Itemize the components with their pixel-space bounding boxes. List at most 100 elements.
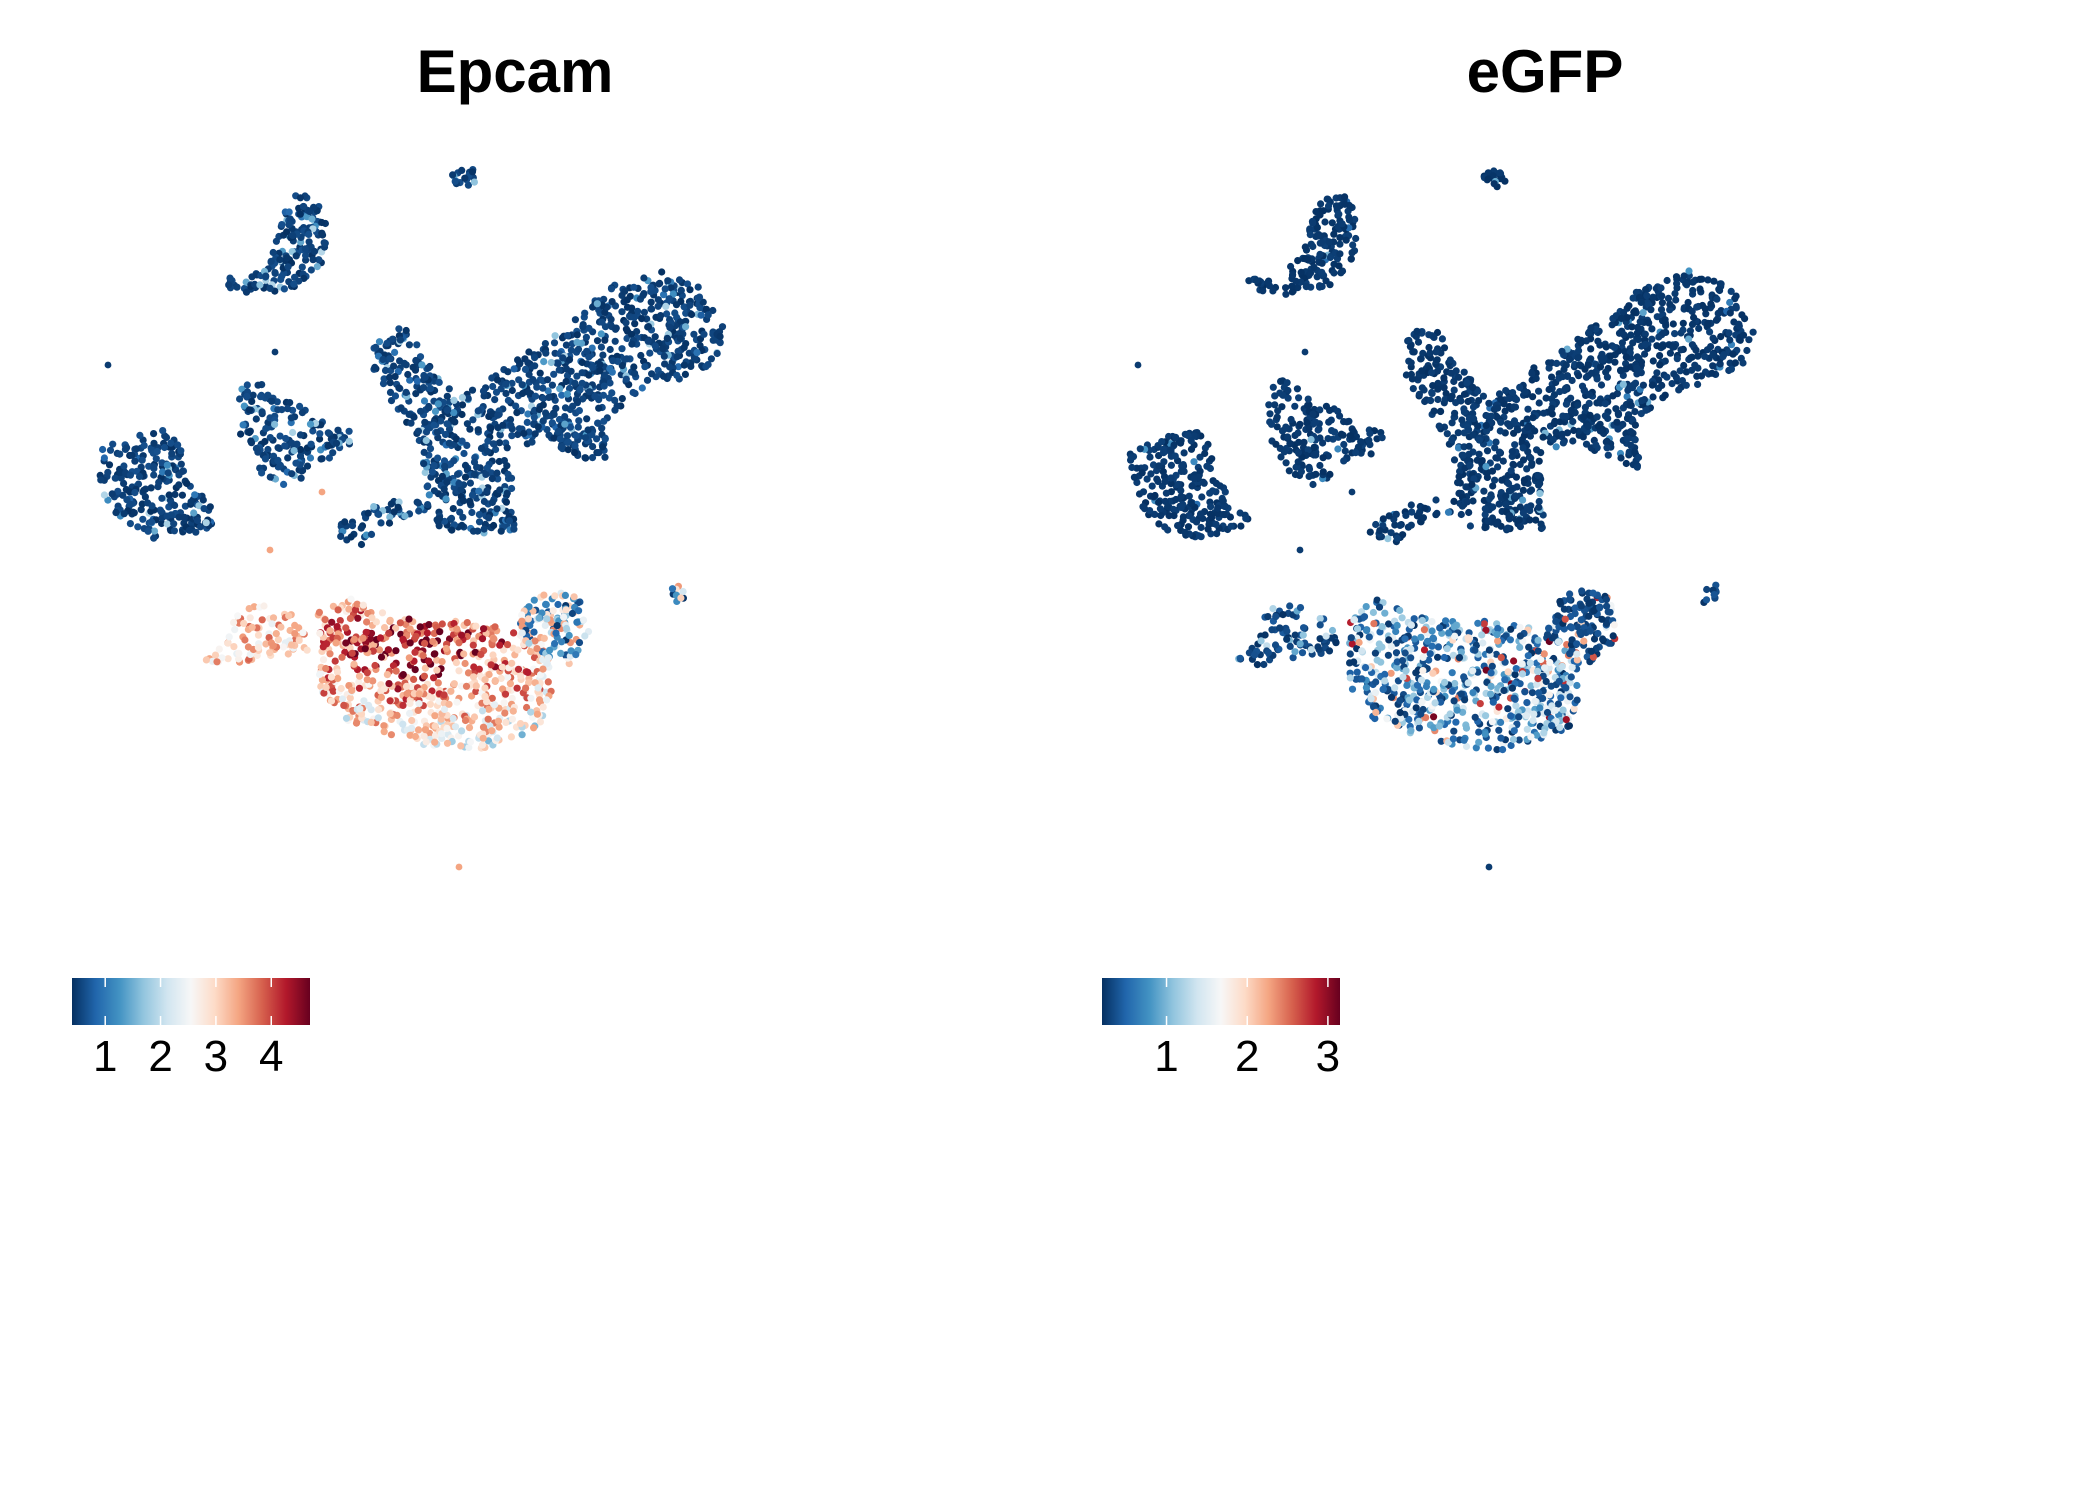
cell-point: [666, 323, 674, 331]
cell-point: [417, 407, 425, 415]
cell-point: [584, 426, 592, 434]
cell-point: [390, 508, 398, 516]
cell-point: [379, 355, 387, 364]
cell-point: [135, 472, 144, 481]
cell-point: [163, 461, 171, 469]
cell-point: [704, 311, 712, 319]
cell-point: [1367, 695, 1375, 703]
points-layer: [96, 166, 727, 871]
cell-point: [497, 674, 505, 683]
cell-point: [1326, 470, 1334, 478]
cell-point: [563, 432, 572, 440]
cell-point: [709, 306, 717, 315]
cell-point: [658, 268, 666, 276]
cell-point: [355, 678, 363, 686]
cell-point: [345, 605, 353, 613]
cell-point: [575, 639, 584, 647]
cell-point: [470, 471, 479, 479]
cell-point: [445, 700, 453, 708]
cell-point: [1535, 497, 1543, 506]
cell-point: [1641, 330, 1649, 338]
cell-point: [1554, 638, 1562, 646]
cell-point: [548, 419, 556, 427]
cell-point: [1469, 689, 1477, 697]
cell-point: [598, 318, 606, 326]
cell-point: [421, 418, 429, 426]
cell-point: [1450, 623, 1458, 631]
cell-point: [1207, 503, 1215, 511]
cell-point: [536, 369, 544, 377]
cell-point: [1200, 479, 1208, 487]
cell-point: [104, 468, 112, 476]
cell-point: [1510, 657, 1518, 665]
cell-point: [1633, 323, 1642, 332]
cell-point: [132, 445, 140, 453]
cell-point: [1535, 481, 1543, 489]
cell-point: [534, 684, 542, 692]
cell-point: [1527, 682, 1535, 690]
cell-point: [1426, 349, 1434, 357]
cell-point: [1324, 202, 1333, 210]
cell-point: [1139, 488, 1148, 496]
cell-point: [441, 430, 450, 439]
cell-point: [1307, 269, 1315, 277]
cell-point: [1512, 702, 1520, 710]
cell-point: [1526, 507, 1534, 515]
cell-point: [1719, 353, 1727, 361]
cell-point: [1709, 350, 1717, 358]
cell-point: [1688, 320, 1697, 328]
cell-point: [360, 697, 368, 705]
cell-point: [1717, 307, 1725, 315]
cell-point: [278, 221, 286, 229]
cell-point: [1574, 401, 1582, 409]
cell-point: [1267, 420, 1276, 428]
cell-point: [625, 381, 633, 389]
cell-point: [531, 354, 539, 362]
cell-point: [338, 695, 347, 703]
cell-point: [1593, 375, 1601, 383]
cell-point: [1596, 363, 1605, 371]
cell-point: [213, 658, 221, 666]
cell-point: [1190, 475, 1198, 483]
cell-point: [435, 515, 443, 523]
cell-point: [1421, 504, 1429, 512]
cell-point: [1529, 414, 1537, 422]
cell-point: [116, 450, 124, 458]
cell-point: [1594, 422, 1602, 430]
cell-point: [1407, 501, 1415, 509]
cell-point: [561, 413, 569, 421]
cell-point: [1661, 319, 1669, 327]
cell-point: [1269, 383, 1277, 391]
cell-point: [422, 738, 430, 746]
cell-point: [1539, 694, 1547, 703]
cell-point: [1273, 423, 1281, 431]
cell-point: [395, 384, 403, 392]
cell-point: [554, 427, 563, 435]
cell-point: [1352, 449, 1360, 457]
cell-point: [1470, 475, 1478, 483]
cell-point: [504, 368, 512, 376]
cell-point: [342, 624, 350, 632]
cell-point: [421, 726, 429, 734]
cell-point: [1165, 432, 1173, 441]
cell-point: [582, 454, 590, 462]
cell-point: [301, 245, 309, 253]
cell-point: [276, 256, 284, 264]
cell-point: [397, 404, 405, 412]
cell-point: [1492, 520, 1500, 528]
cell-point: [364, 509, 372, 517]
cell-point: [1437, 698, 1445, 706]
cell-point: [1295, 394, 1303, 402]
cell-point: [174, 441, 182, 449]
cell-point: [363, 669, 371, 677]
cell-point: [1178, 462, 1186, 470]
cell-point: [1649, 293, 1657, 301]
cell-point: [1505, 487, 1513, 495]
cell-point: [1511, 441, 1519, 449]
cell-point: [420, 732, 428, 740]
cell-point: [412, 356, 420, 365]
cell-point: [1352, 234, 1360, 243]
cell-point: [1187, 500, 1196, 508]
cell-point: [273, 398, 281, 406]
cell-point: [442, 495, 450, 503]
